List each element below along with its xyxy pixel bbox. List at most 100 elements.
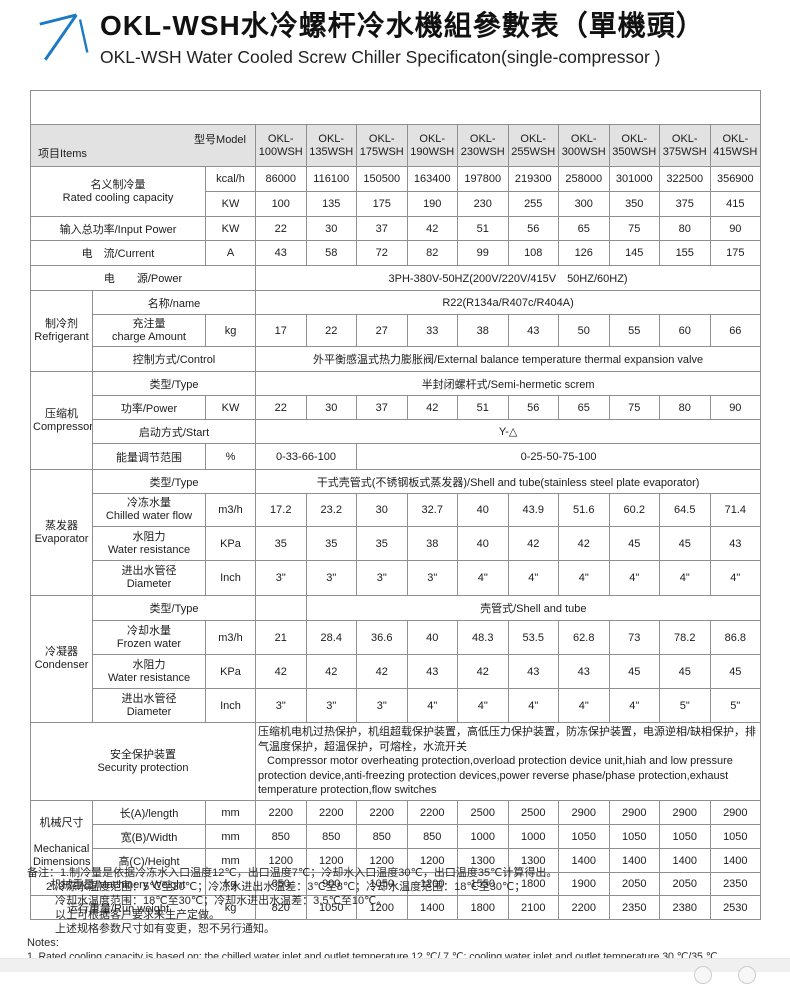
value-cell: 322500	[659, 166, 711, 192]
value-cell: 2350	[709, 872, 762, 896]
value-cell: 4"	[507, 688, 559, 723]
value-cell: 1200	[406, 872, 458, 896]
value-cell: 62.8	[558, 620, 610, 655]
value-cell: 42	[356, 654, 408, 689]
unit-cell: m3/h	[205, 493, 256, 527]
logo-arrow-icon	[39, 13, 89, 61]
value-cell: 900	[305, 872, 357, 896]
value-cell: 5"	[659, 688, 711, 723]
value-cell: 1400	[709, 848, 762, 873]
note-line: 备注：1.制冷量是依据冷冻水入口温度12℃，出口温度7℃；冷却水入口温度30℃，…	[27, 867, 558, 879]
row-power-supply: 电 源/Power 3PH-380V-50HZ(200V/220V/415V 5…	[30, 265, 762, 291]
label-en: Diameter	[126, 578, 172, 590]
row-label-cell: 电 流/Current	[30, 240, 206, 266]
value-cell: 86.8	[709, 620, 762, 655]
footer-circle-icon	[738, 966, 756, 984]
value-cell: 415	[709, 191, 762, 217]
value-cell: 30	[305, 216, 357, 241]
value-cell: 2200	[255, 800, 307, 825]
group-zh: 压缩机	[45, 407, 78, 420]
value-cell: 43	[507, 654, 559, 689]
merged-value-cell: 半封闭螺杆式/Semi-hermetic screm	[254, 371, 762, 396]
row-cooling-kw: KW 100 135 175 190 230 255 300 350 375 4…	[31, 191, 762, 217]
value-cell: 22	[305, 314, 357, 347]
group-zh: 机械尺寸	[39, 817, 84, 829]
value-cell: 86000	[255, 166, 307, 192]
row-evaporator-flow: 冷冻水量 Chilled water flow m3/h 17.2 23.2 3…	[31, 493, 762, 527]
model-header: OKL- 135WSH	[305, 124, 357, 167]
value-cell: 1200	[255, 848, 307, 873]
row-condenser-diameter: 进出水管径 Diameter Inch 3" 3" 3" 4" 4" 4" 4"…	[31, 688, 762, 723]
unit-cell: KW	[205, 395, 256, 420]
value-cell: 1800	[457, 895, 509, 920]
corner-cell: 项目Items 型号Model	[30, 124, 256, 167]
value-cell: 90	[709, 395, 762, 420]
group-label-cell: 冷凝器 Condenser	[30, 595, 93, 723]
value-cell: 190	[406, 191, 458, 217]
value-cell: 163400	[406, 166, 458, 192]
row-label-cell: 电 源/Power	[30, 265, 256, 291]
note-line: 2.冷冻水温度范围：5℃至30℃；冷冻水进出水温差：3℃至8℃；冷却水温度范围：…	[46, 881, 526, 893]
label-en: Diameter	[126, 705, 172, 718]
value-cell: 72	[356, 240, 408, 266]
row-label-cell: 水阻力 Water resistance	[92, 526, 206, 561]
group-en: Refrigerant	[34, 331, 89, 343]
page-header: OKL-WSH水冷螺杆冷水機組參數表（單機頭） OKL-WSH Water Co…	[0, 0, 790, 86]
value-cell: 21	[255, 620, 307, 655]
row-refrigerant-control: 控制方式/Control 外平衡感温式热力膨胀阀/External balanc…	[31, 346, 762, 372]
note-line: 冷却水温度范围：18℃至30℃；冷却水进出水温差：3.5℃至10℃。	[55, 895, 388, 907]
value-cell: 99	[457, 240, 509, 266]
unit-cell: %	[205, 443, 256, 470]
value-cell: 23.2	[305, 493, 357, 527]
merged-value-cell: 压缩机电机过热保护，机组超载保护装置，高低压力保护装置，防冻保护装置，电源逆相/…	[254, 722, 762, 801]
value-cell: 71.4	[709, 493, 762, 527]
row-evaporator-diameter: 进出水管径 Diameter Inch 3" 3" 3" 3" 4" 4" 4"…	[31, 560, 762, 596]
label-zh: 进出水管径	[121, 565, 177, 577]
row-label-cell: 安全保护装置 Security protection	[30, 722, 256, 801]
corner-model-label: 型号Model	[194, 134, 246, 146]
value-cell: 375	[659, 191, 711, 217]
value-cell: 100	[255, 191, 307, 217]
value-cell: 30	[305, 395, 357, 420]
value-cell: 300	[558, 191, 610, 217]
value-cell: 5"	[709, 688, 762, 723]
unit-cell: KPa	[205, 526, 256, 561]
value-cell: 58	[305, 240, 357, 266]
value-cell: 219300	[507, 166, 559, 192]
label-zh: 名义制冷量	[90, 178, 146, 191]
value-cell: 4"	[709, 560, 762, 596]
group-en: Mechanical Dimensions	[33, 843, 91, 868]
row-label-cell: 功率/Power	[92, 395, 206, 420]
value-cell: 1400	[406, 895, 458, 920]
unit-cell: kg	[205, 314, 256, 347]
value-cell: 37	[356, 395, 408, 420]
value-cell: 42	[507, 526, 559, 561]
merged-value-cell: 壳管式/Shell and tube	[305, 595, 762, 621]
value-cell: 4"	[406, 688, 458, 723]
value-cell: 258000	[558, 166, 610, 192]
value-cell: 1050	[305, 895, 357, 920]
row-refrigerant-name: 制冷剂 Refrigerant 名称/name R22(R134a/R407c/…	[30, 290, 762, 372]
value-cell: 116100	[305, 166, 357, 192]
value-cell: 3"	[255, 688, 307, 723]
row-label-cell: 运行重量/Run weight	[30, 895, 206, 920]
value-cell: 3"	[255, 560, 307, 596]
model-header: OKL- 375WSH	[659, 124, 711, 167]
row-label-cell: 进出水管径 Diameter	[92, 560, 206, 596]
value-cell: 1050	[659, 824, 711, 849]
value-cell: 2900	[659, 800, 711, 825]
value-cell: 4"	[457, 560, 509, 596]
label-en: Chilled water flow	[105, 510, 193, 522]
row-input-power: 输入总功率/Input Power KW 22 30 37 42 51 56 6…	[30, 216, 762, 241]
value-cell: 60.2	[608, 493, 660, 527]
label-zh: 水阻力	[132, 530, 166, 543]
merged-value-cell: 外平衡感温式热力膨胀阀/External balance temperature…	[254, 346, 762, 372]
value-cell: 45	[608, 654, 660, 689]
value-cell: 43	[709, 526, 762, 561]
merged-value-cell: 0-25-50-75-100	[355, 443, 762, 470]
value-cell: 850	[356, 824, 408, 849]
value-cell: 35	[356, 526, 408, 561]
label-en: Water resistance	[107, 671, 191, 684]
value-cell: 2200	[406, 800, 458, 825]
value-cell: 40	[406, 620, 458, 655]
